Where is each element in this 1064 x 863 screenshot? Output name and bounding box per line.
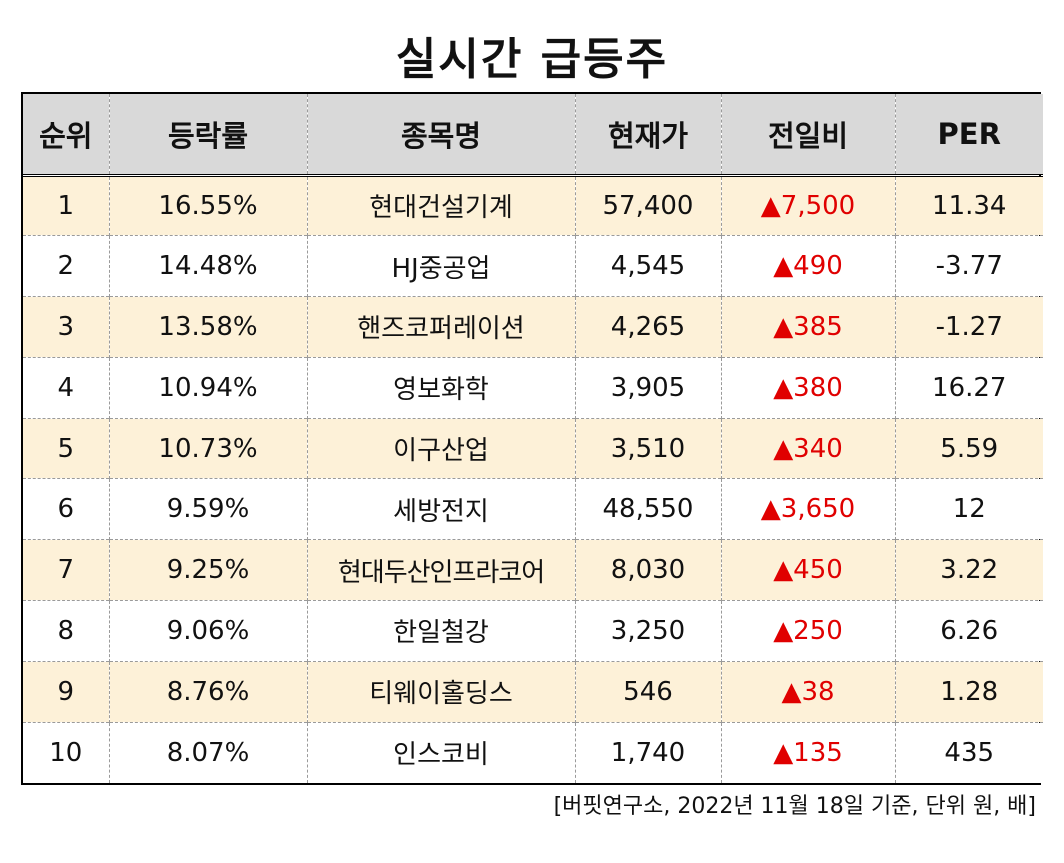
cell-price: 4,545 bbox=[574, 235, 721, 297]
table-row: 9 8.76% 티웨이홀딩스 546 ▲38 1.28 bbox=[23, 660, 1043, 723]
cell-per: 11.34 bbox=[894, 175, 1043, 236]
table-row: 7 9.25% 현대두산인프라코어 8,030 ▲450 3.22 bbox=[23, 539, 1043, 601]
header-rate: 등락률 bbox=[108, 94, 307, 177]
cell-rank: 2 bbox=[23, 235, 109, 297]
cell-rank: 7 bbox=[23, 539, 109, 601]
cell-price: 1,740 bbox=[574, 721, 721, 783]
cell-rank: 6 bbox=[23, 478, 109, 540]
cell-per: 3.22 bbox=[894, 539, 1043, 601]
table-row: 1 16.55% 현대건설기계 57,400 ▲7,500 11.34 bbox=[23, 175, 1043, 236]
cell-change: ▲135 bbox=[720, 721, 895, 783]
cell-name: 티웨이홀딩스 bbox=[306, 660, 575, 723]
cell-name: 인스코비 bbox=[306, 721, 575, 783]
cell-price: 8,030 bbox=[574, 539, 721, 601]
cell-change: ▲380 bbox=[720, 356, 895, 419]
table-row: 4 10.94% 영보화학 3,905 ▲380 16.27 bbox=[23, 356, 1043, 419]
table-row: 5 10.73% 이구산업 3,510 ▲340 5.59 bbox=[23, 417, 1043, 479]
header-per: PER bbox=[894, 94, 1043, 177]
cell-per: 435 bbox=[894, 721, 1043, 783]
cell-change: ▲385 bbox=[720, 296, 895, 358]
cell-rank: 10 bbox=[23, 721, 109, 783]
table-row: 10 8.07% 인스코비 1,740 ▲135 435 bbox=[23, 721, 1043, 783]
header-price: 현재가 bbox=[574, 94, 721, 177]
cell-change: ▲3,650 bbox=[720, 478, 895, 540]
cell-price: 3,905 bbox=[574, 356, 721, 419]
stocks-table: 순위 등락률 종목명 현재가 전일비 PER 1 16.55% 현대건설기계 5… bbox=[23, 94, 1043, 783]
cell-price: 57,400 bbox=[574, 175, 721, 236]
cell-price: 4,265 bbox=[574, 296, 721, 358]
table-header-row: 순위 등락률 종목명 현재가 전일비 PER bbox=[23, 94, 1043, 177]
table-row: 8 9.06% 한일철강 3,250 ▲250 6.26 bbox=[23, 600, 1043, 662]
cell-rate: 10.94% bbox=[108, 356, 307, 419]
cell-rate: 9.25% bbox=[108, 539, 307, 601]
cell-per: 5.59 bbox=[894, 417, 1043, 479]
cell-price: 48,550 bbox=[574, 478, 721, 540]
cell-rate: 10.73% bbox=[108, 417, 307, 479]
cell-rank: 4 bbox=[23, 356, 109, 419]
cell-per: 1.28 bbox=[894, 660, 1043, 723]
cell-name: 현대건설기계 bbox=[306, 175, 575, 236]
cell-change: ▲490 bbox=[720, 235, 895, 297]
cell-rank: 5 bbox=[23, 417, 109, 479]
cell-rate: 8.07% bbox=[108, 721, 307, 783]
cell-per: -1.27 bbox=[894, 296, 1043, 358]
cell-rank: 1 bbox=[57, 190, 75, 221]
cell-rank: 8 bbox=[23, 600, 109, 662]
header-rank: 순위 bbox=[23, 94, 109, 177]
cell-price: 3,250 bbox=[574, 600, 721, 662]
cell-per: 16.27 bbox=[894, 356, 1043, 419]
cell-name: 이구산업 bbox=[306, 417, 575, 479]
cell-name: 영보화학 bbox=[306, 356, 575, 419]
cell-name: 한일철강 bbox=[306, 600, 575, 662]
table-row: 3 13.58% 핸즈코퍼레이션 4,265 ▲385 -1.27 bbox=[23, 296, 1043, 358]
cell-rate: 13.58% bbox=[108, 296, 307, 358]
source-footnote: [버핏연구소, 2022년 11월 18일 기준, 단위 원, 배] bbox=[553, 794, 1036, 819]
cell-price: 3,510 bbox=[574, 417, 721, 479]
cell-rate: 9.06% bbox=[108, 600, 307, 662]
cell-change: ▲7,500 bbox=[720, 175, 895, 236]
header-name: 종목명 bbox=[306, 94, 575, 177]
cell-rank: 3 bbox=[23, 296, 109, 358]
cell-name: 세방전지 bbox=[306, 478, 575, 540]
rising-stocks-table: 순위 등락률 종목명 현재가 전일비 PER 1 16.55% 현대건설기계 5… bbox=[21, 92, 1043, 785]
cell-rate: 9.59% bbox=[108, 478, 307, 540]
cell-per: -3.77 bbox=[894, 235, 1043, 297]
cell-change: ▲250 bbox=[720, 600, 895, 662]
cell-rate: 8.76% bbox=[108, 660, 307, 723]
cell-change: ▲38 bbox=[720, 660, 895, 723]
page-title: 실시간 급등주 bbox=[395, 34, 669, 85]
header-change: 전일비 bbox=[720, 94, 895, 177]
cell-change: ▲450 bbox=[720, 539, 895, 601]
cell-rate: 14.48% bbox=[108, 235, 307, 297]
table-row: 6 9.59% 세방전지 48,550 ▲3,650 12 bbox=[23, 478, 1043, 540]
cell-rate: 16.55% bbox=[108, 175, 307, 236]
cell-rank: 9 bbox=[23, 660, 109, 723]
cell-name: HJ중공업 bbox=[306, 235, 575, 297]
cell-name: 핸즈코퍼레이션 bbox=[306, 296, 575, 358]
table-row: 2 14.48% HJ중공업 4,545 ▲490 -3.77 bbox=[23, 235, 1043, 297]
cell-price: 546 bbox=[574, 660, 721, 723]
cell-per: 6.26 bbox=[894, 600, 1043, 662]
cell-per: 12 bbox=[894, 478, 1043, 540]
cell-name: 현대두산인프라코어 bbox=[306, 539, 575, 601]
cell-change: ▲340 bbox=[720, 417, 895, 479]
